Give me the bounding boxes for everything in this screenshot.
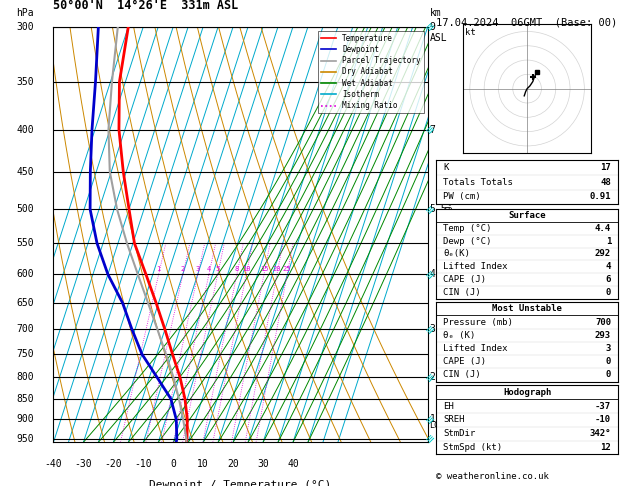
Text: 0: 0	[606, 288, 611, 297]
Text: PW (cm): PW (cm)	[443, 192, 481, 201]
Text: 9: 9	[430, 22, 435, 32]
Text: 4: 4	[430, 269, 435, 279]
Text: 17: 17	[600, 163, 611, 172]
Text: CIN (J): CIN (J)	[443, 288, 481, 297]
Text: Pressure (mb): Pressure (mb)	[443, 317, 513, 327]
Text: 40: 40	[287, 459, 299, 469]
Text: 900: 900	[16, 414, 33, 424]
Text: 48: 48	[600, 178, 611, 187]
Text: -10: -10	[595, 416, 611, 424]
Text: 8: 8	[235, 266, 239, 272]
Text: 3: 3	[606, 344, 611, 353]
Text: Temp (°C): Temp (°C)	[443, 224, 492, 233]
Text: 17.04.2024  06GMT  (Base: 00): 17.04.2024 06GMT (Base: 00)	[436, 17, 617, 27]
Text: 950: 950	[16, 434, 33, 444]
Text: 50°00'N  14°26'E  331m ASL: 50°00'N 14°26'E 331m ASL	[53, 0, 239, 12]
Text: 10: 10	[198, 459, 209, 469]
Text: -40: -40	[45, 459, 62, 469]
Text: CAPE (J): CAPE (J)	[443, 275, 486, 284]
Text: -10: -10	[135, 459, 152, 469]
Text: -30: -30	[75, 459, 92, 469]
Text: 600: 600	[16, 269, 33, 279]
Text: 450: 450	[16, 167, 33, 176]
Text: 800: 800	[16, 372, 33, 382]
Text: 342°: 342°	[589, 429, 611, 438]
Text: 0: 0	[606, 357, 611, 366]
Text: 650: 650	[16, 298, 33, 308]
Text: 4: 4	[606, 262, 611, 271]
Text: 1: 1	[430, 414, 435, 424]
Text: 2: 2	[430, 372, 435, 382]
Text: ≡: ≡	[424, 202, 438, 216]
Text: 850: 850	[16, 394, 33, 404]
Text: SREH: SREH	[443, 416, 465, 424]
Text: CIN (J): CIN (J)	[443, 370, 481, 380]
Text: Dewp (°C): Dewp (°C)	[443, 237, 492, 245]
Text: 700: 700	[16, 325, 33, 334]
Text: © weatheronline.co.uk: © weatheronline.co.uk	[436, 472, 548, 481]
Text: 700: 700	[595, 317, 611, 327]
Text: 750: 750	[16, 349, 33, 359]
Text: -20: -20	[104, 459, 122, 469]
Text: ≡: ≡	[424, 370, 438, 384]
Text: LCL: LCL	[430, 420, 445, 430]
Text: 0: 0	[606, 370, 611, 380]
Text: StmDir: StmDir	[443, 429, 476, 438]
Text: 20: 20	[227, 459, 239, 469]
Text: ≡: ≡	[424, 267, 438, 281]
Text: 292: 292	[595, 249, 611, 259]
Text: Hodograph: Hodograph	[503, 388, 551, 397]
Legend: Temperature, Dewpoint, Parcel Trajectory, Dry Adiabat, Wet Adiabat, Isotherm, Mi: Temperature, Dewpoint, Parcel Trajectory…	[318, 31, 424, 113]
Text: Mixing Ratio (g/kg): Mixing Ratio (g/kg)	[444, 183, 453, 286]
Text: 400: 400	[16, 124, 33, 135]
Text: Surface: Surface	[508, 211, 546, 220]
Text: 300: 300	[16, 22, 33, 32]
Text: Lifted Index: Lifted Index	[443, 262, 508, 271]
Text: 350: 350	[16, 77, 33, 87]
Text: 0: 0	[170, 459, 176, 469]
Text: ≡: ≡	[424, 323, 438, 336]
Text: 20: 20	[272, 266, 281, 272]
Text: 15: 15	[260, 266, 268, 272]
Text: 500: 500	[16, 204, 33, 214]
Text: θₑ (K): θₑ (K)	[443, 331, 476, 340]
Text: θₑ(K): θₑ(K)	[443, 249, 470, 259]
Text: hPa: hPa	[16, 8, 33, 18]
Text: 25: 25	[283, 266, 291, 272]
Text: ≡: ≡	[424, 20, 438, 34]
Text: Dewpoint / Temperature (°C): Dewpoint / Temperature (°C)	[150, 480, 331, 486]
Text: -37: -37	[595, 401, 611, 411]
Text: 12: 12	[600, 443, 611, 452]
Text: 0.91: 0.91	[589, 192, 611, 201]
Text: 10: 10	[242, 266, 250, 272]
Text: EH: EH	[443, 401, 454, 411]
Text: 6: 6	[606, 275, 611, 284]
Text: 1: 1	[606, 237, 611, 245]
Text: ASL: ASL	[430, 33, 447, 43]
Text: 30: 30	[257, 459, 269, 469]
Text: 550: 550	[16, 238, 33, 248]
Text: ≡: ≡	[424, 412, 438, 426]
Text: K: K	[443, 163, 448, 172]
Text: 5.5: 5.5	[430, 204, 447, 214]
Text: 3: 3	[196, 266, 200, 272]
Text: 1: 1	[157, 266, 161, 272]
Text: CAPE (J): CAPE (J)	[443, 357, 486, 366]
Text: ≡: ≡	[424, 122, 438, 137]
Text: 7: 7	[430, 124, 435, 135]
Text: 3: 3	[430, 325, 435, 334]
Text: Totals Totals: Totals Totals	[443, 178, 513, 187]
Text: 293: 293	[595, 331, 611, 340]
Text: km: km	[430, 8, 442, 18]
Text: Lifted Index: Lifted Index	[443, 344, 508, 353]
Text: ≡: ≡	[424, 432, 438, 445]
Text: 2: 2	[181, 266, 185, 272]
Text: kt: kt	[465, 28, 476, 37]
Text: Most Unstable: Most Unstable	[492, 304, 562, 313]
Text: 4.4: 4.4	[595, 224, 611, 233]
Text: 4: 4	[207, 266, 211, 272]
Text: StmSpd (kt): StmSpd (kt)	[443, 443, 503, 452]
Text: 5: 5	[216, 266, 220, 272]
